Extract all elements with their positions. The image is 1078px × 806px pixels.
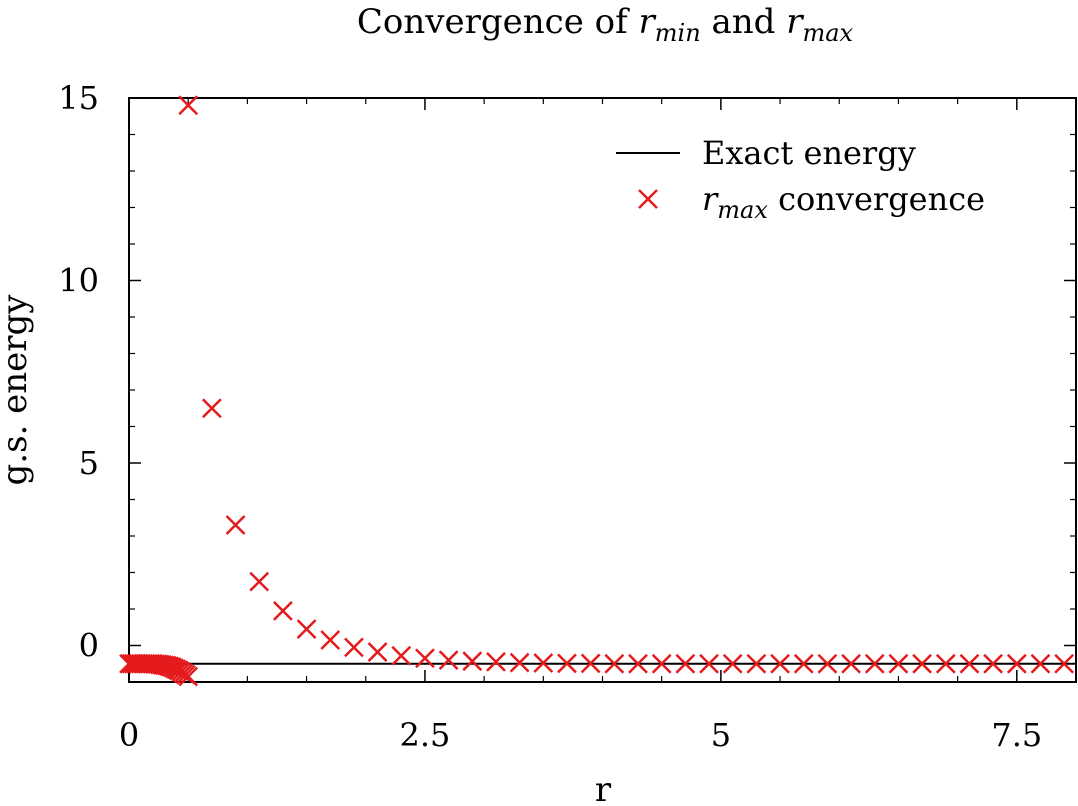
title-var2: r: [786, 2, 804, 42]
data-point-marker: [912, 653, 932, 674]
data-point-marker: [438, 650, 459, 670]
title-sub1: min: [655, 19, 701, 47]
title-prefix: Convergence of: [357, 2, 639, 42]
data-point-marker: [959, 653, 980, 674]
data-point-marker: [746, 653, 767, 674]
data-point-marker: [509, 652, 530, 673]
data-point-marker: [580, 653, 601, 674]
x-tick-label: 5: [711, 716, 731, 754]
y-tick-label: 10: [58, 262, 99, 300]
legend-rmax-label: rmax convergence: [702, 180, 985, 224]
legend-rmax-rest: convergence: [768, 180, 985, 218]
data-point-marker: [935, 653, 956, 674]
x-tick-label: 0: [119, 716, 139, 754]
data-point-marker: [320, 630, 341, 650]
legend-rmax-marker: [638, 189, 658, 209]
data-point-marker: [201, 398, 222, 419]
x-tick-label: 7.5: [991, 716, 1042, 754]
legend: Exact energy rmax convergence: [616, 134, 985, 224]
data-point-marker: [1006, 653, 1027, 674]
data-point-marker: [296, 619, 317, 639]
data-point-marker: [557, 653, 577, 674]
data-point-marker: [462, 651, 483, 672]
data-point-marker: [391, 645, 412, 666]
title-var1: r: [639, 2, 657, 42]
data-point-marker: [699, 653, 719, 674]
y-tick-label: 15: [58, 79, 99, 117]
y-tick-label: 0: [79, 627, 99, 665]
data-point-marker: [1030, 653, 1051, 674]
data-point-marker: [178, 666, 199, 687]
data-point-marker: [864, 653, 885, 674]
data-point-marker: [983, 653, 1004, 674]
data-point-marker: [273, 600, 293, 621]
data-point-marker: [675, 653, 696, 674]
x-tick-label: 2.5: [399, 716, 450, 754]
data-point-marker: [628, 653, 648, 674]
data-point-marker: [533, 653, 554, 673]
title-middle: and: [701, 2, 787, 42]
data-point-marker: [367, 642, 388, 662]
legend-rmax-var: r: [702, 180, 719, 218]
data-point-marker: [604, 653, 625, 674]
data-point-marker: [486, 652, 506, 672]
data-point-marker: [770, 653, 790, 674]
x-axis-label: r: [595, 770, 612, 806]
legend-exact-label: Exact energy: [702, 134, 916, 172]
data-point-marker: [651, 653, 672, 674]
data-point-marker: [415, 648, 435, 669]
data-point-marker: [793, 653, 814, 674]
y-tick-label: 5: [79, 444, 99, 482]
title-sub2: max: [802, 19, 853, 47]
y-axis-label: g.s. energy: [0, 294, 35, 486]
data-point-marker: [1054, 653, 1075, 674]
data-point-marker: [249, 571, 270, 592]
data-point-marker: [841, 653, 861, 674]
legend-rmax-sub: max: [717, 196, 768, 224]
series-layer: [119, 95, 1076, 687]
data-point-marker: [344, 637, 364, 658]
data-point-marker: [888, 653, 909, 674]
chart-title: Convergence of rmin and rmax: [357, 2, 854, 47]
data-point-marker: [178, 95, 199, 116]
data-point-marker: [722, 653, 743, 674]
data-point-marker: [225, 515, 246, 535]
data-point-marker: [817, 653, 838, 674]
